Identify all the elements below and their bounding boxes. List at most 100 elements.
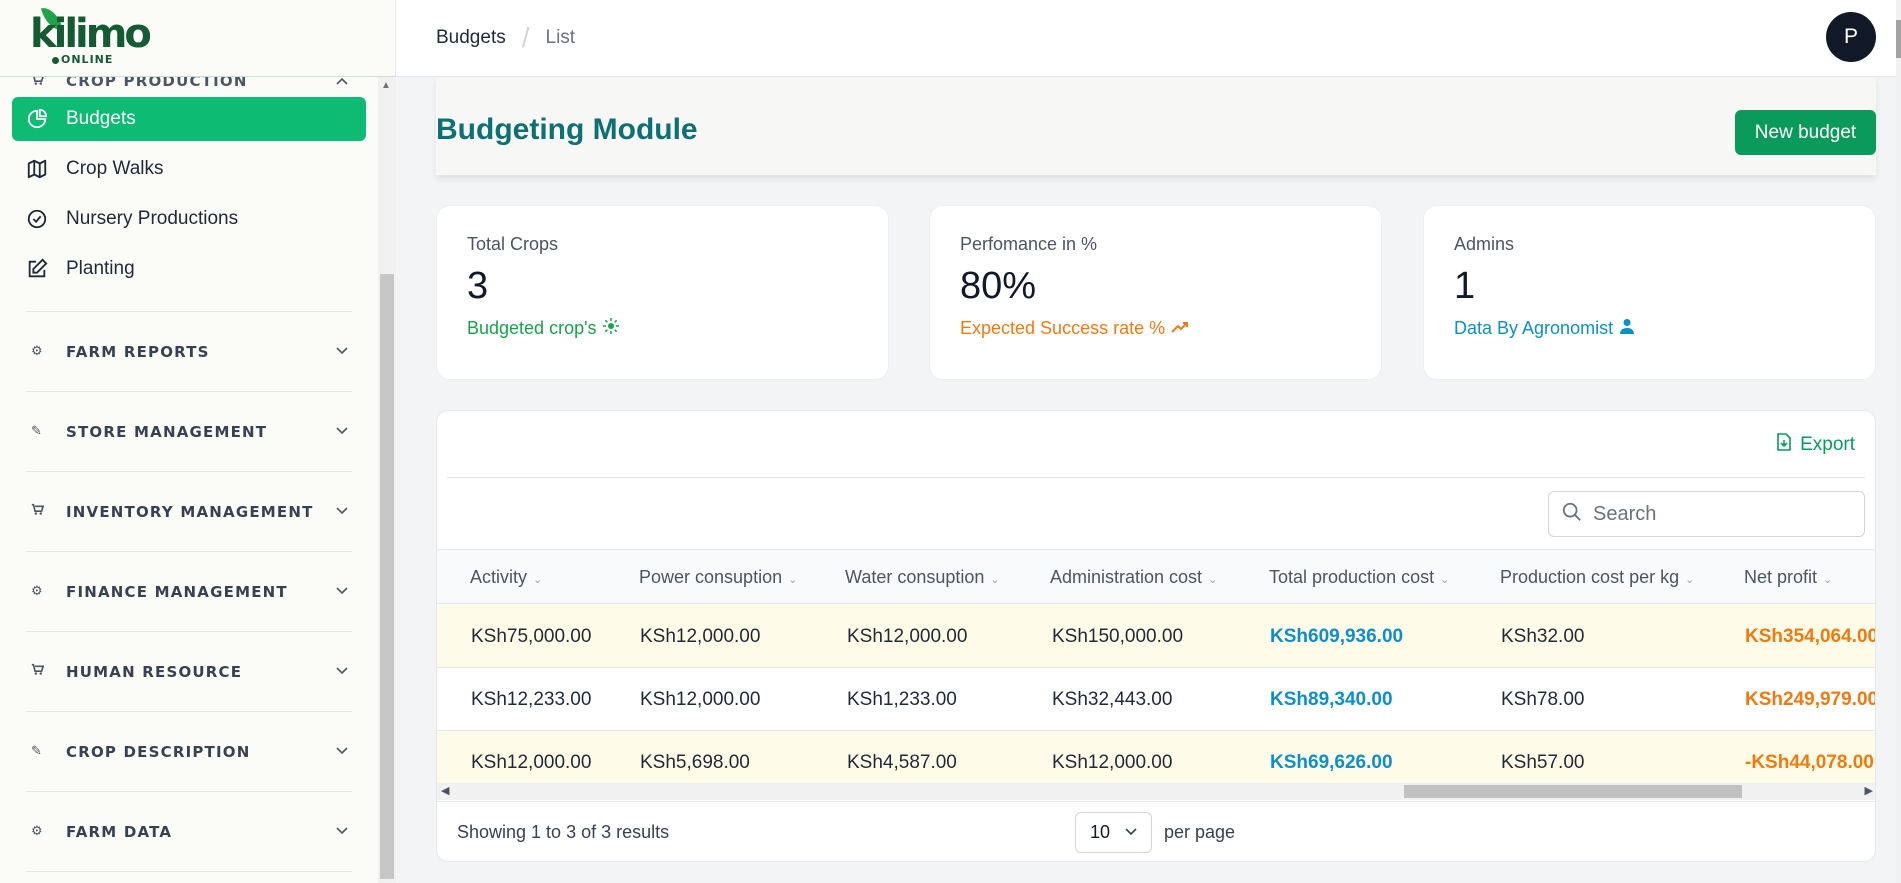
sidebar-item-label: Nursery Productions	[66, 208, 239, 229]
column-header-activity[interactable]: Activity ⌄	[470, 567, 543, 587]
main-scrollbar[interactable]	[1896, 0, 1901, 883]
budgets-table-panel: Export Activity⌄ Power consuption⌄ Water…	[436, 410, 1876, 862]
column-header-total-cost[interactable]: Total production cost ⌄	[1269, 567, 1450, 587]
stat-card-admins: Admins 1 Data By Agronomist	[1423, 205, 1876, 380]
chevron-down-icon	[332, 584, 352, 599]
column-header-water[interactable]: Water consuption ⌄	[845, 567, 1000, 587]
crop-production-items: Budgets Crop Walks Nursery Productions P…	[12, 97, 366, 312]
table-row[interactable]: KSh75,000.00 KSh12,000.00 KSh12,000.00 K…	[437, 605, 1876, 668]
gear-icon: ⚙	[31, 344, 44, 359]
chevron-down-icon	[332, 744, 352, 759]
table-row[interactable]: KSh12,233.00 KSh12,000.00 KSh1,233.00 KS…	[437, 668, 1876, 731]
page-title: Budgeting Module	[436, 113, 698, 146]
cell-power: KSh12,000.00	[640, 689, 761, 710]
stat-value: 3	[467, 265, 489, 307]
cell-total-cost: KSh609,936.00	[1270, 626, 1404, 647]
sidebar-item-nursery-productions[interactable]: Nursery Productions	[12, 197, 366, 241]
logo-area: kilimo ONLINE	[0, 0, 395, 77]
user-icon	[1619, 318, 1635, 339]
pie-chart-icon	[26, 108, 66, 130]
section-inventory-management[interactable]: INVENTORY MANAGEMENT	[26, 472, 352, 552]
cell-power: KSh12,000.00	[640, 626, 761, 647]
cell-net-profit: KSh249,979.00	[1745, 689, 1876, 710]
sort-caret-icon: ⌄	[1440, 574, 1450, 586]
chevron-down-icon	[332, 344, 352, 359]
kilimo-logo[interactable]: kilimo ONLINE	[26, 4, 152, 66]
per-page-label: per page	[1164, 822, 1236, 842]
trending-up-icon	[1171, 318, 1189, 339]
table-horizontal-scrollbar[interactable]: ◀ ▶	[437, 783, 1875, 800]
scroll-up-arrow-icon[interactable]: ▲	[381, 80, 391, 91]
pagination-bar: Showing 1 to 3 of 3 results 10 per page	[437, 801, 1875, 861]
gear-icon: ⚙	[31, 584, 44, 599]
per-page-select[interactable]: 10	[1075, 812, 1152, 853]
results-summary: Showing 1 to 3 of 3 results	[457, 822, 670, 842]
cell-admin-cost: KSh150,000.00	[1052, 626, 1184, 647]
cell-water: KSh12,000.00	[847, 626, 968, 647]
search-input[interactable]	[1593, 502, 1833, 526]
sidebar: kilimo ONLINE CROP PRODUCTION Budgets	[0, 0, 396, 883]
chevron-down-icon	[332, 424, 352, 439]
file-export-icon	[1776, 433, 1792, 457]
gear-icon: ⚙	[31, 824, 44, 839]
stat-subtext: Budgeted crop's	[467, 318, 858, 339]
check-circle-icon	[26, 208, 66, 230]
pencil-icon: ✎	[31, 744, 44, 759]
section-crop-description[interactable]: ✎ CROP DESCRIPTION	[26, 712, 352, 792]
cell-power: KSh5,698.00	[640, 752, 750, 773]
stat-subtext: Data By Agronomist	[1454, 318, 1845, 339]
section-finance-management[interactable]: ⚙ FINANCE MANAGEMENT	[26, 552, 352, 632]
section-farm-data[interactable]: ⚙ FARM DATA	[26, 792, 352, 872]
sidebar-nav: CROP PRODUCTION Budgets Crop Walks	[0, 77, 378, 883]
top-bar: Budgets / List	[396, 0, 1901, 77]
cart-icon	[26, 663, 66, 680]
sidebar-scrollbar-thumb[interactable]	[380, 274, 394, 879]
module-header: Budgeting Module New budget	[436, 77, 1876, 175]
cell-activity: KSh12,233.00	[471, 689, 592, 710]
sidebar-item-label: Budgets	[66, 108, 136, 129]
cell-net-profit: KSh354,064.00	[1745, 626, 1876, 647]
column-header-power[interactable]: Power consuption ⌄	[639, 567, 798, 587]
pencil-icon: ✎	[31, 424, 44, 439]
new-budget-button[interactable]: New budget	[1735, 110, 1876, 155]
scroll-right-arrow-icon[interactable]: ▶	[1864, 785, 1873, 797]
cell-activity: KSh12,000.00	[471, 752, 592, 773]
column-header-admin-cost[interactable]: Administration cost ⌄	[1050, 567, 1218, 587]
sidebar-item-crop-walks[interactable]: Crop Walks	[12, 147, 366, 191]
cell-admin-cost: KSh32,443.00	[1052, 689, 1173, 710]
table-scrollbar-thumb[interactable]	[1404, 785, 1742, 798]
sort-caret-icon: ⌄	[1208, 574, 1218, 586]
cell-total-cost: KSh89,340.00	[1270, 689, 1393, 710]
section-store-management[interactable]: ✎ STORE MANAGEMENT	[26, 392, 352, 472]
chevron-down-icon	[332, 824, 352, 839]
sidebar-item-planting[interactable]: Planting	[12, 247, 366, 291]
chevron-up-icon	[332, 77, 352, 89]
stat-label: Total Crops	[467, 234, 559, 254]
stat-card-total-crops: Total Crops 3 Budgeted crop's	[436, 205, 889, 380]
sort-caret-icon: ⌄	[1685, 574, 1695, 586]
export-button[interactable]: Export	[1776, 433, 1855, 457]
sort-caret-icon: ⌄	[533, 574, 543, 586]
map-icon	[26, 158, 66, 180]
sidebar-item-label: Crop Walks	[66, 158, 164, 179]
sort-caret-icon: ⌄	[990, 574, 1000, 586]
section-crop-production[interactable]: CROP PRODUCTION	[26, 77, 352, 91]
stat-subtext: Expected Success rate %	[960, 318, 1351, 339]
divider	[447, 477, 1865, 478]
sidebar-item-budgets[interactable]: Budgets	[12, 97, 366, 141]
table-header: Activity ⌄ Power consuption ⌄ Water consup…	[437, 549, 1875, 604]
cell-admin-cost: KSh12,000.00	[1052, 752, 1173, 773]
column-header-net-profit[interactable]: Net profit ⌄	[1744, 567, 1833, 587]
search-box[interactable]	[1548, 491, 1865, 537]
chevron-down-icon	[332, 504, 352, 519]
breadcrumb-budgets[interactable]: Budgets	[436, 27, 506, 48]
main-scrollbar-thumb[interactable]	[1896, 20, 1901, 58]
scroll-left-arrow-icon[interactable]: ◀	[441, 785, 450, 797]
column-header-cost-per-kg[interactable]: Production cost per kg ⌄	[1500, 567, 1695, 587]
avatar[interactable]: P	[1826, 12, 1876, 62]
section-human-resource[interactable]: HUMAN RESOURCE	[26, 632, 352, 712]
section-farm-reports[interactable]: ⚙ FARM REPORTS	[26, 312, 352, 392]
cart-icon	[26, 503, 66, 520]
cell-cost-per-kg: KSh32.00	[1501, 626, 1585, 647]
cell-cost-per-kg: KSh78.00	[1501, 689, 1585, 710]
